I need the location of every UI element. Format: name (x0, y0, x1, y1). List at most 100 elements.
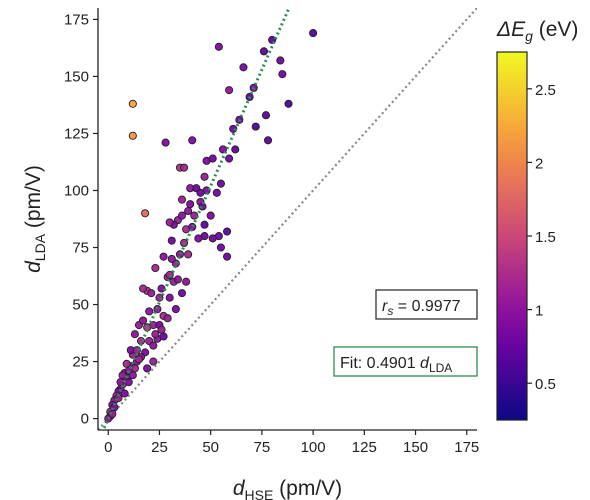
colorbar-tick-label: 2.5 (535, 82, 556, 99)
x-axis-label: dHSE (pm/V) (233, 477, 342, 500)
data-point (159, 332, 168, 341)
data-point (223, 252, 232, 261)
data-point (157, 284, 166, 293)
data-point (128, 131, 137, 140)
axes: 0 25 50 75 100 125 150 175 0 25 50 75 100 125 150 175 dH… (22, 8, 479, 500)
data-point (108, 409, 117, 419)
data-point (165, 270, 174, 279)
data-point (149, 357, 158, 366)
data-point (214, 42, 223, 51)
data-point (151, 330, 160, 339)
y-axis-label: dLDA (pm/V) (22, 165, 48, 273)
y-tick-label: 75 (72, 240, 89, 257)
data-point (151, 263, 160, 273)
data-point (186, 200, 195, 209)
y-tick-label: 125 (64, 125, 89, 142)
data-point (167, 254, 176, 263)
data-point (134, 355, 144, 364)
colorbar-gradient (496, 51, 528, 421)
data-point (177, 211, 187, 220)
y-tick-label: 175 (64, 11, 89, 28)
data-point (122, 359, 131, 368)
colorbar-tick-label: 1.5 (535, 229, 556, 246)
y-tick-label: 150 (64, 68, 89, 85)
plot-area (98, 8, 477, 430)
data-point (145, 307, 154, 316)
data-point (120, 389, 129, 398)
data-point (196, 188, 205, 197)
data-point (184, 206, 193, 216)
colorbar-label: ΔEg (eV) (496, 18, 578, 44)
data-point (177, 289, 187, 298)
data-point (276, 56, 285, 65)
data-point (216, 179, 225, 188)
data-point (194, 234, 203, 243)
data-point (208, 154, 217, 163)
y-tick-label: 100 (64, 182, 89, 199)
data-point (165, 293, 174, 302)
colorbar-tick-label: 1 (535, 303, 543, 320)
data-point (309, 29, 318, 38)
data-point (163, 314, 172, 323)
data-point (190, 211, 199, 220)
data-point (184, 250, 193, 259)
x-tick-label: 175 (454, 439, 479, 456)
data-point (206, 211, 215, 220)
x-tick-label: 25 (151, 439, 168, 456)
data-point (159, 252, 168, 261)
data-point (171, 305, 180, 314)
fit-text: Fit: 0.4901 dLDA (340, 355, 452, 375)
data-point (231, 145, 240, 154)
y-tick-label: 25 (72, 354, 89, 371)
rs-box (375, 289, 478, 320)
y-tick-label: 50 (72, 297, 89, 314)
data-point (147, 289, 156, 298)
annotations: rs = 0.9977 Fit: 0.4901 dLDA (333, 289, 478, 377)
rs-text: rs = 0.9977 (382, 298, 461, 318)
data-point (284, 99, 293, 108)
data-point (225, 86, 234, 95)
data-point (128, 99, 137, 108)
x-tick-label: 0 (104, 439, 112, 456)
data-point (130, 330, 139, 339)
data-point (198, 202, 207, 211)
data-point (223, 227, 232, 236)
x-tick-label: 150 (403, 439, 428, 456)
fit-line (101, 8, 291, 430)
data-point (177, 195, 187, 204)
x-tick-label: 125 (352, 439, 377, 456)
data-point (212, 188, 221, 197)
data-point (173, 275, 182, 284)
data-point (278, 70, 287, 79)
data-point (216, 243, 225, 252)
data-point (239, 63, 248, 72)
data-point (225, 154, 234, 163)
data-point (165, 218, 174, 227)
data-point (263, 136, 273, 145)
x-tick-label: 100 (301, 439, 326, 456)
fit-box (333, 346, 478, 377)
data-point (143, 364, 152, 373)
data-point (175, 250, 184, 259)
data-point (139, 284, 148, 293)
colorbar-tick-label: 2 (535, 155, 543, 172)
colorbar: 0.5 1 1.5 2 2.5 ΔEg (eV) (496, 18, 578, 421)
data-point (116, 378, 125, 387)
data-point (229, 124, 238, 133)
data-point (179, 163, 189, 172)
x-tick-label: 50 (202, 439, 219, 456)
data-point (141, 209, 150, 218)
data-point (167, 236, 176, 245)
colorbar-tick-label: 0.5 (535, 376, 556, 393)
plot-clip-group (98, 8, 477, 430)
data-point (157, 325, 166, 334)
data-point (200, 220, 209, 229)
data-point (149, 341, 158, 350)
data-point (118, 371, 127, 380)
data-point (261, 111, 271, 120)
data-point (182, 277, 191, 286)
data-point (259, 47, 268, 56)
data-point (161, 138, 170, 147)
data-point (188, 136, 197, 145)
